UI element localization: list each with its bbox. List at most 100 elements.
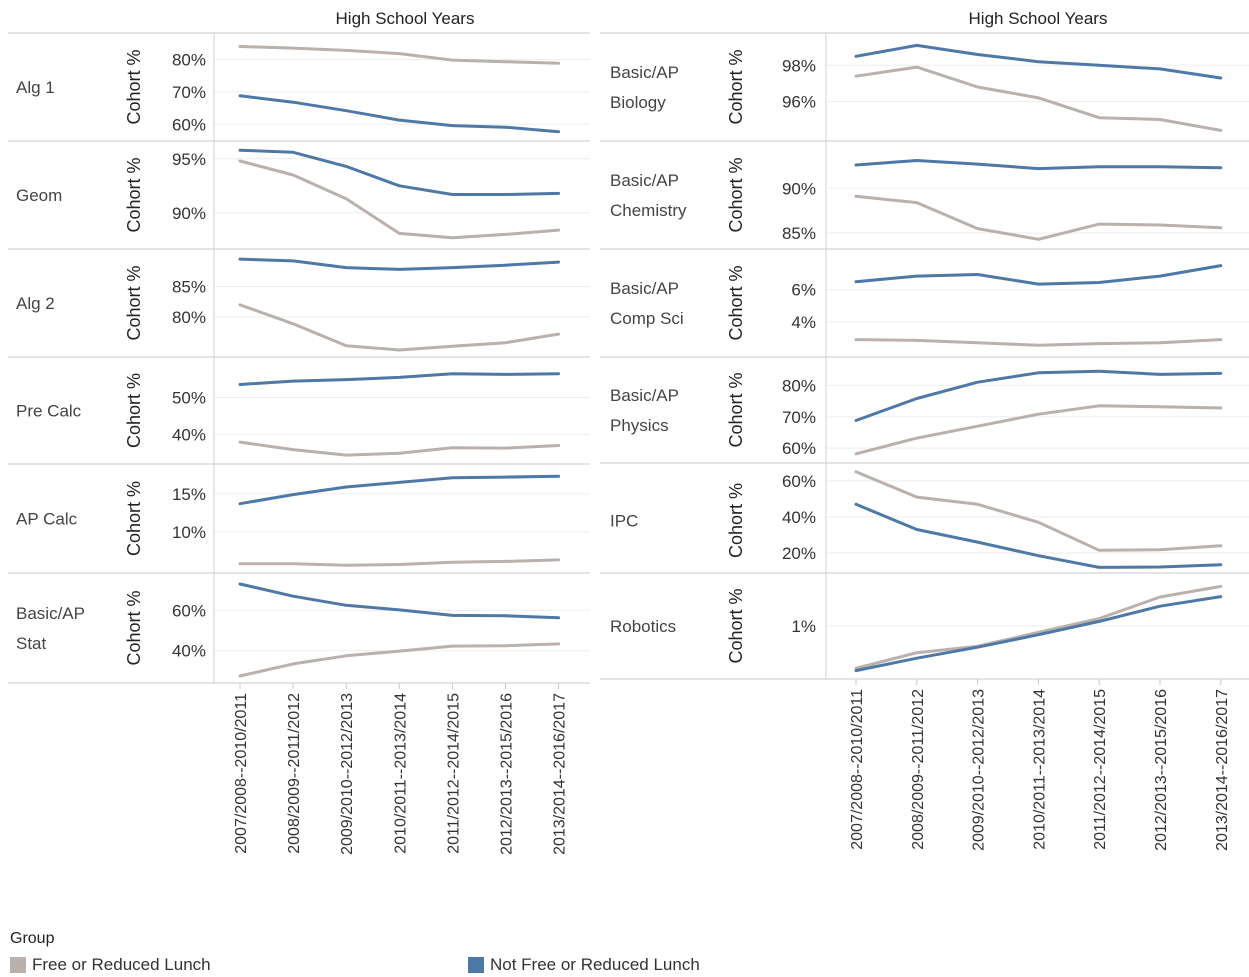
x-tick-label: 2009/2010--2012/2013 [971,689,988,851]
y-tick-label-basic-ap-biology: 98% [782,56,816,75]
y-tick-label-alg-1: 80% [172,50,206,69]
y-axis-title-basic-ap-physics: Cohort % [726,372,746,447]
series-line-free-or-reduced-lunch-robotics [854,584,1223,670]
series-line-not-free-or-reduced-lunch-basic-ap-physics [854,369,1223,422]
row-label-robotics: Robotics [610,617,676,636]
x-tick-label: 2010/2011--2013/2014 [1031,689,1048,850]
y-axis-title-pre-calc: Cohort % [124,373,144,448]
column-header-2: High School Years [969,9,1108,28]
x-tick-label: 2012/2013--2015/2016 [499,693,516,855]
series-line-free-or-reduced-lunch-alg-2 [238,303,561,352]
row-label-basic-ap-physics: Physics [610,416,669,435]
y-axis-title-basic-ap-stat: Cohort % [124,590,144,665]
y-axis-title-geom: Cohort % [124,157,144,232]
series-line-free-or-reduced-lunch-ipc [854,470,1223,552]
row-label-basic-ap-biology: Biology [610,93,666,112]
series-line-free-or-reduced-lunch-geom [238,159,561,240]
row-label-basic-ap-physics: Basic/AP [610,386,679,405]
legend-label-not-free-reduced-lunch: Not Free or Reduced Lunch [490,955,700,974]
series-line-not-free-or-reduced-lunch-alg-1 [238,94,561,134]
chart-area: High School Years High School Years Alg 1 C… [8,9,1249,855]
x-tick-label: 2007/2008--2010/2011 [233,693,250,854]
series-line-not-free-or-reduced-lunch-robotics [854,595,1223,673]
series-line-not-free-or-reduced-lunch-basic-ap-chemistry [854,159,1223,171]
row-label-ap-calc: AP Calc [16,510,78,529]
legend-swatch-free-reduced-lunch [10,957,26,973]
y-tick-label-basic-ap-stat: 40% [172,642,206,661]
row-label-ipc: IPC [610,512,638,531]
y-tick-label-ap-calc: 10% [172,523,206,542]
row-label-basic-ap-chemistry: Chemistry [610,201,687,220]
series-line-not-free-or-reduced-lunch-pre-calc [238,372,561,386]
series-line-free-or-reduced-lunch-basic-ap-stat [238,642,561,678]
row-label-alg-2: Alg 2 [16,294,55,313]
row-label-basic-ap-stat: Stat [16,634,47,653]
y-tick-label-alg-2: 85% [172,278,206,297]
series-line-free-or-reduced-lunch-pre-calc [238,440,561,457]
series-line-not-free-or-reduced-lunch-alg-2 [238,257,561,271]
y-axis-title-ap-calc: Cohort % [124,481,144,556]
series-line-free-or-reduced-lunch-basic-ap-physics [854,404,1223,456]
y-tick-label-ipc: 40% [782,508,816,527]
y-tick-label-pre-calc: 50% [172,388,206,407]
y-tick-label-basic-ap-stat: 60% [172,601,206,620]
y-tick-label-basic-ap-chemistry: 90% [782,179,816,198]
y-tick-label-basic-ap-chemistry: 85% [782,224,816,243]
series-line-not-free-or-reduced-lunch-basic-ap-stat [238,582,561,620]
y-axis-title-basic-ap-biology: Cohort % [726,49,746,124]
y-tick-label-ap-calc: 15% [172,485,206,504]
series-line-free-or-reduced-lunch-basic-ap-comp-sci [854,338,1223,347]
legend-item-not-free-reduced-lunch[interactable]: Not Free or Reduced Lunch [468,955,700,975]
legend-swatch-not-free-reduced-lunch [468,957,484,973]
y-axis-title-alg-1: Cohort % [124,49,144,124]
row-label-geom: Geom [16,186,62,205]
y-tick-label-basic-ap-comp-sci: 4% [791,313,816,332]
x-tick-label: 2013/2014--2016/2017 [552,693,569,855]
x-tick-label: 2008/2009--2011/2012 [286,693,303,854]
y-axis-title-ipc: Cohort % [726,483,746,558]
row-label-pre-calc: Pre Calc [16,402,82,421]
row-label-basic-ap-biology: Basic/AP [610,63,679,82]
series-line-free-or-reduced-lunch-basic-ap-biology [854,65,1223,132]
column-header-1: High School Years [336,9,475,28]
y-tick-label-ipc: 60% [782,472,816,491]
series-line-not-free-or-reduced-lunch-ap-calc [238,474,561,506]
row-label-basic-ap-comp-sci: Comp Sci [610,309,684,328]
series-line-not-free-or-reduced-lunch-ipc [854,502,1223,569]
x-tick-label: 2008/2009--2011/2012 [910,689,927,850]
y-tick-label-basic-ap-physics: 70% [782,408,816,427]
y-axis-title-robotics: Cohort % [726,588,746,663]
y-axis-title-basic-ap-comp-sci: Cohort % [726,265,746,340]
x-tick-label: 2011/2012--2014/2015 [445,693,462,854]
series-line-not-free-or-reduced-lunch-geom [238,148,561,196]
legend-item-free-reduced-lunch[interactable]: Free or Reduced Lunch [10,955,211,975]
row-label-alg-1: Alg 1 [16,78,55,97]
legend-label-free-reduced-lunch: Free or Reduced Lunch [32,955,211,974]
x-tick-label: 2009/2010--2012/2013 [339,693,356,855]
y-tick-label-pre-calc: 40% [172,426,206,445]
x-tick-label: 2007/2008--2010/2011 [849,689,866,850]
x-tick-label: 2010/2011--2013/2014 [392,693,409,854]
y-tick-label-robotics: 1% [791,617,816,636]
y-tick-label-alg-1: 70% [172,83,206,102]
series-line-free-or-reduced-lunch-alg-1 [238,45,561,65]
y-tick-label-basic-ap-physics: 60% [782,439,816,458]
y-axis-title-alg-2: Cohort % [124,265,144,340]
y-tick-label-ipc: 20% [782,544,816,563]
chart-svg: High School Years High School Years Alg 1 C… [8,9,1249,855]
x-tick-label: 2013/2014--2016/2017 [1214,689,1231,851]
series-line-not-free-or-reduced-lunch-basic-ap-biology [854,43,1223,80]
y-tick-label-geom: 90% [172,204,206,223]
y-tick-label-basic-ap-comp-sci: 6% [791,281,816,300]
legend: Group Free or Reduced Lunch Not Free or … [10,930,1240,976]
row-label-basic-ap-comp-sci: Basic/AP [610,279,679,298]
legend-title: Group [10,930,55,947]
row-label-basic-ap-stat: Basic/AP [16,604,85,623]
y-tick-label-geom: 95% [172,150,206,169]
y-tick-label-alg-2: 80% [172,308,206,327]
y-tick-label-alg-1: 60% [172,115,206,134]
series-line-not-free-or-reduced-lunch-basic-ap-comp-sci [854,264,1223,286]
series-line-free-or-reduced-lunch-basic-ap-chemistry [854,194,1223,241]
y-tick-label-basic-ap-physics: 80% [782,376,816,395]
x-tick-label: 2012/2013--2015/2016 [1153,689,1170,851]
